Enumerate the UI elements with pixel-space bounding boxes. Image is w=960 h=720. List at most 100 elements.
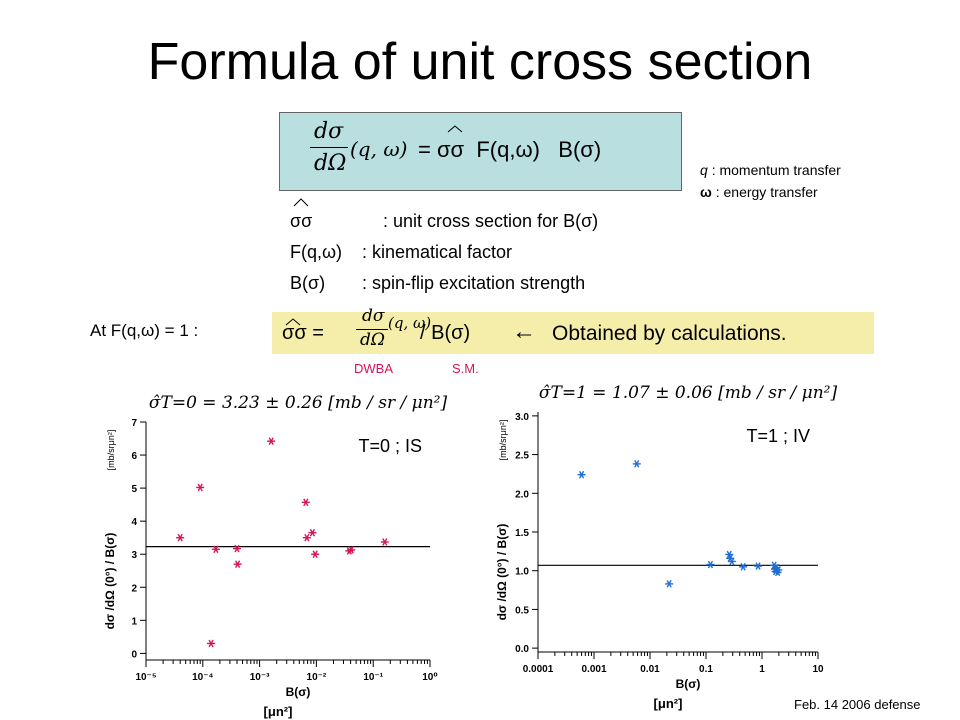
x-axis-label: B(σ): [676, 677, 701, 691]
y-axis-unit: [mb/srμn²]: [106, 430, 116, 471]
data-point-stroke: [726, 550, 732, 559]
obtained-lhs: σσ =: [282, 322, 324, 344]
data-point: [739, 563, 748, 571]
omega-desc: : energy transfer: [715, 184, 818, 200]
data-point-stroke: [304, 533, 310, 542]
x-tick-label: 10⁻¹: [363, 672, 383, 683]
data-point-stroke: [268, 437, 274, 445]
data-point-stroke: [775, 566, 781, 574]
y-tick-label: 2: [131, 583, 137, 594]
chart-iv: σ̂T=1 = 1.07 ± 0.06 [mb / sr / μn²] 0.0 0.…: [495, 383, 838, 711]
data-point: [706, 560, 715, 569]
legend-omega: ω : energy transfer: [700, 183, 818, 201]
y-tick-label: 0: [131, 649, 137, 660]
omega-symbol: ω: [700, 184, 712, 200]
y-tick-label: 5: [131, 484, 137, 495]
data-point: [347, 546, 356, 554]
panel-label: T=0 ; IS: [358, 436, 422, 456]
x-axis-unit: [μn²]: [264, 704, 293, 719]
def-desc-2: : kinematical factor: [362, 242, 513, 262]
def-desc-3: : spin-flip excitation strength: [362, 273, 586, 293]
x-tick-label: 10⁻³: [250, 672, 270, 683]
data-point-stroke: [197, 483, 203, 492]
obtained-rhs: / B(σ): [420, 322, 471, 344]
x-tick-label: 10⁰: [422, 672, 438, 683]
x-tick-label: 0.001: [581, 664, 606, 675]
x-tick-label: 0.0001: [523, 664, 554, 675]
x-tick-label: 10: [812, 664, 824, 675]
chart-formula: σ̂T=1 = 1.07 ± 0.06 [mb / sr / μn²]: [539, 383, 838, 403]
data-point: [311, 550, 320, 559]
data-point-stroke: [755, 562, 761, 570]
data-point: [233, 560, 242, 568]
y-tick-label: 1: [131, 616, 137, 627]
def-symbol-3: B(σ): [290, 273, 326, 293]
data-point-stroke: [234, 544, 240, 553]
y-tick-label: 6: [131, 451, 137, 462]
formula-lhs-bottom: dΩ: [314, 151, 347, 176]
y-tick-label: 7: [131, 418, 137, 429]
left-arrow-icon: ←: [512, 318, 536, 345]
formula-lhs-top: dσ: [314, 119, 344, 144]
fraction-bar: [356, 329, 388, 330]
data-point: [727, 557, 736, 566]
y-tick-label: 3.0: [515, 412, 529, 423]
data-point: [207, 639, 216, 648]
obtained-frac-top: dσ: [362, 306, 385, 326]
legend-q: q : momentum transfer: [700, 161, 841, 179]
y-axis-label: dσ /dΩ (0°) / B(σ): [103, 533, 117, 630]
data-point-stroke: [348, 546, 354, 554]
y-tick-label: 0.5: [515, 605, 529, 616]
obtained-frac-args: (q, ω): [388, 314, 432, 332]
data-point: [301, 498, 310, 507]
data-point-stroke: [729, 557, 735, 566]
hat-icon: [293, 198, 309, 207]
x-tick-label: 10⁻⁴: [192, 672, 213, 683]
data-point-stroke: [707, 560, 714, 569]
data-point-stroke: [177, 533, 183, 542]
x-tick-label: 10⁻⁵: [135, 672, 156, 683]
y-tick-label: 2.5: [515, 451, 529, 462]
data-point: [577, 470, 586, 479]
data-point: [211, 545, 220, 554]
main-formula-box: dσ dΩ (q, ω) = σσ F(q,ω) B(σ): [279, 112, 682, 191]
data-point: [380, 538, 389, 546]
chart-formula: σ̂T=0 = 3.23 ± 0.26 [mb / sr / μn²]: [149, 393, 448, 413]
def-symbol-1: σσ: [290, 211, 313, 231]
x-tick-label: 0.01: [640, 664, 660, 675]
y-axis-label: dσ /dΩ (0°) / B(σ): [495, 524, 509, 621]
footer-text: Feb. 14 2006 defense: [794, 697, 921, 712]
data-point: [302, 533, 311, 542]
formula-rhs: = σσ F(q,ω) B(σ): [418, 137, 602, 162]
data-point-stroke: [208, 639, 214, 648]
data-point-stroke: [666, 580, 672, 588]
slide-title: Formula of unit cross section: [147, 33, 813, 91]
data-point: [232, 544, 241, 553]
condition-text: At F(q,ω) = 1 :: [90, 321, 199, 340]
dwba-label: DWBA: [354, 361, 393, 376]
data-point-stroke: [740, 563, 746, 571]
data-point-stroke: [234, 560, 241, 568]
x-axis-unit: [μn²]: [654, 696, 683, 711]
x-tick-label: 0.1: [699, 664, 713, 675]
obtained-frac-bottom: dΩ: [360, 330, 385, 350]
data-point-stroke: [309, 528, 315, 537]
x-tick-label: 1: [759, 664, 765, 675]
y-tick-label: 1.0: [515, 567, 529, 578]
y-tick-label: 0.0: [515, 644, 529, 655]
data-point-stroke: [303, 498, 309, 507]
x-tick-label: 10⁻²: [307, 672, 327, 683]
chart-is: σ̂T=0 = 3.23 ± 0.26 [mb / sr / μn²] 0 1 2 3 4…: [103, 393, 448, 719]
sm-label: S.M.: [452, 361, 479, 376]
y-tick-label: 3: [131, 550, 137, 561]
y-axis-unit: [mb/srμn²]: [498, 420, 508, 461]
x-axis-label: B(σ): [286, 685, 311, 699]
y-tick-label: 1.5: [515, 528, 529, 539]
hat-icon: [285, 318, 301, 326]
data-point: [754, 562, 763, 570]
panel-label: T=1 ; IV: [746, 426, 810, 446]
data-point: [774, 566, 783, 574]
def-symbol-2: F(q,ω): [290, 242, 343, 262]
data-point-stroke: [312, 550, 318, 559]
data-point: [176, 533, 185, 542]
